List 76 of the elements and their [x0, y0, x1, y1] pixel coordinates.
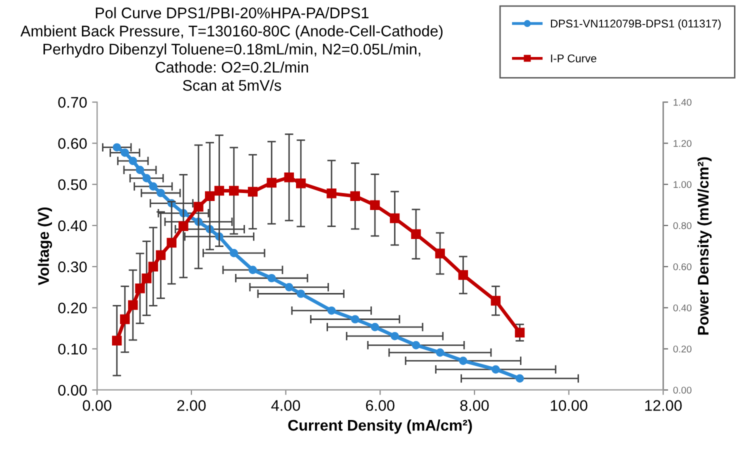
y2-tick-label: 1.40 [674, 98, 692, 106]
y-tick-label: 0.10 [58, 344, 87, 355]
point [120, 148, 130, 157]
point [128, 156, 138, 166]
y-tick-label: 0.20 [58, 302, 87, 314]
point [350, 315, 360, 324]
legend-label: I-P Curve [551, 54, 596, 62]
x-tick-label: 12.00 [645, 400, 682, 411]
point [436, 348, 444, 357]
point [149, 182, 158, 191]
y-tick-label: 0.00 [58, 384, 87, 396]
point [166, 238, 176, 248]
point [214, 186, 224, 196]
y-tick-label: 0.30 [58, 261, 87, 272]
y2-tick-label: 0.00 [673, 386, 692, 394]
point [326, 188, 336, 198]
point [135, 284, 145, 294]
point [194, 202, 204, 212]
point [492, 365, 500, 374]
point [284, 172, 294, 182]
point [112, 143, 122, 152]
x-tick-label: 0.00 [82, 400, 112, 411]
point [327, 306, 336, 315]
point [156, 250, 166, 260]
point [296, 290, 306, 298]
y-axis-title: Voltage (V) [38, 207, 52, 286]
point [370, 322, 380, 332]
y2-axis-title: Power Density (mW/cm²) [697, 157, 712, 335]
point [411, 229, 421, 239]
point [156, 188, 165, 198]
point [112, 336, 122, 346]
y2-tick-label: 0.40 [673, 304, 692, 312]
point [178, 221, 188, 231]
point [390, 332, 399, 340]
point [412, 340, 420, 350]
point [204, 191, 215, 201]
chart-title: Pol Curve DPS1/PBI-20%HPA-PA/DPS1 Ambient Back Pressure, T=130160-80C (Anode-Cell-Cathode) Perhydro Dibenzyl Toluene=0.18mL/min, N2=0.05L/min, Cathode: O2=0.2L/min Scan at 5mV/s [20, 7, 443, 91]
point [248, 266, 257, 274]
point [230, 248, 238, 258]
x-tick-label: 10.00 [550, 400, 588, 411]
point [370, 200, 380, 210]
point [128, 300, 138, 310]
point [350, 191, 360, 201]
x-tick-label: 4.00 [271, 400, 300, 411]
point [267, 274, 276, 282]
point [142, 273, 152, 284]
point [296, 178, 306, 188]
x-tick-label: 8.00 [460, 400, 489, 411]
point [516, 374, 524, 383]
y2-tick-label: 1.20 [674, 140, 692, 147]
point [229, 186, 239, 196]
point [435, 248, 445, 258]
y-tick-label: 0.50 [58, 179, 87, 190]
point [120, 314, 130, 324]
point [284, 283, 294, 292]
point [248, 186, 258, 197]
y2-tick-label: 1.00 [674, 181, 692, 188]
point [148, 262, 158, 272]
y-tick-label: 0.60 [58, 138, 87, 149]
y2-tick-label: 0.60 [673, 263, 692, 270]
point [136, 166, 144, 174]
x-axis-title: Current Density (mA/cm²) [288, 419, 472, 434]
y-tick-label: 0.70 [58, 96, 87, 108]
point [490, 296, 501, 306]
point [458, 270, 468, 280]
y-tick-label: 0.40 [58, 220, 87, 232]
legend-label: DPS1-VN112079B-DPS1 (011317) [550, 19, 721, 30]
point [514, 328, 525, 338]
point [458, 356, 468, 365]
point [142, 174, 151, 182]
y2-tick-label: 0.20 [673, 346, 692, 352]
y2-tick-label: 0.80 [673, 222, 692, 230]
point [390, 213, 400, 224]
x-tick-label: 2.00 [177, 400, 206, 411]
x-tick-label: 6.00 [366, 400, 394, 411]
point [266, 178, 276, 188]
